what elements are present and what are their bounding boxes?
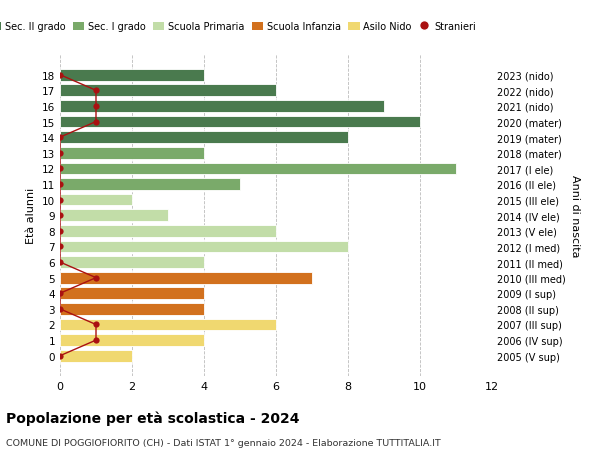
Bar (60, 257, 204, 269)
Bar (60, 194, 132, 206)
Bar (60, 288, 204, 299)
Bar (60, 179, 240, 190)
Text: Popolazione per età scolastica - 2024: Popolazione per età scolastica - 2024 (6, 411, 299, 425)
Bar (60, 241, 348, 253)
Legend: Sec. II grado, Sec. I grado, Scuola Primaria, Scuola Infanzia, Asilo Nido, Stran: Sec. II grado, Sec. I grado, Scuola Prim… (0, 18, 480, 36)
Bar (60, 85, 276, 97)
Bar (60, 148, 204, 159)
Bar (60, 210, 168, 222)
Bar (60, 163, 456, 175)
Bar (60, 101, 384, 112)
Bar (60, 132, 348, 144)
Bar (60, 117, 420, 128)
Y-axis label: Anni di nascita: Anni di nascita (569, 174, 580, 257)
Bar (60, 319, 276, 330)
Bar (60, 303, 204, 315)
Bar (60, 335, 204, 346)
Text: COMUNE DI POGGIOFIORITO (CH) - Dati ISTAT 1° gennaio 2024 - Elaborazione TUTTITA: COMUNE DI POGGIOFIORITO (CH) - Dati ISTA… (6, 438, 441, 448)
Bar (60, 225, 276, 237)
Bar (60, 70, 204, 81)
Bar (60, 272, 312, 284)
Bar (60, 350, 132, 362)
Y-axis label: Età alunni: Età alunni (26, 188, 37, 244)
